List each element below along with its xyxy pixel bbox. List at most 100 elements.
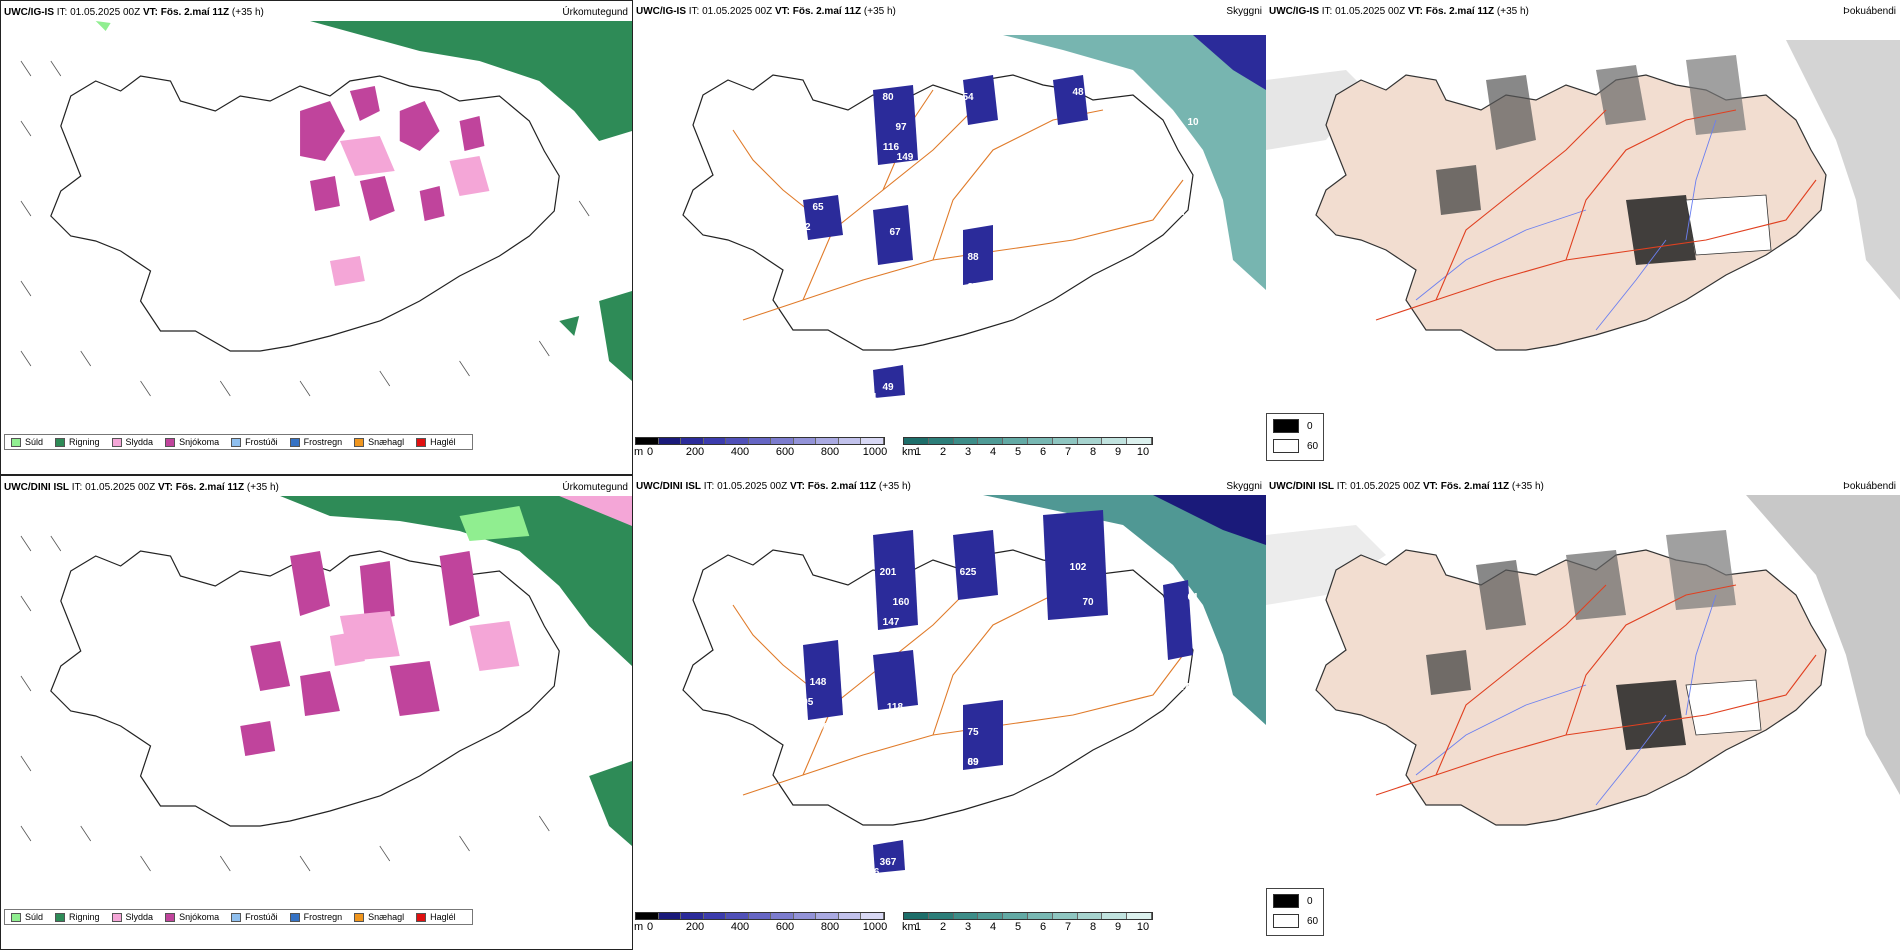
cloud-base-label: 97 bbox=[1175, 207, 1187, 218]
precip-patches bbox=[300, 86, 485, 221]
legend-item: Súld bbox=[11, 912, 43, 922]
visibility-colorbar-ticks: km 1 2 3 4 5 6 7 8 9 10 bbox=[902, 446, 1153, 460]
legend-label: Snæhagl bbox=[368, 437, 405, 447]
colorbar-tick: 6 bbox=[1039, 446, 1047, 458]
panel-header: UWC/IG-IS IT: 01.05.2025 00Z VT: Fös. 2.… bbox=[636, 6, 896, 17]
legend-item: Snæhagl bbox=[354, 437, 404, 447]
cloud-base-label: 48 bbox=[1072, 87, 1084, 98]
colorbar-box bbox=[748, 913, 772, 919]
legend-swatch bbox=[416, 912, 427, 922]
model-name: UWC/IG-IS bbox=[4, 7, 54, 18]
valid-time: Fös. 2.maí 11Z bbox=[1425, 6, 1495, 17]
road-network bbox=[1375, 584, 1817, 796]
colorbar-box bbox=[793, 913, 817, 919]
fog-panel-title: Þokuábendi bbox=[1843, 6, 1896, 17]
cloud-base-colorbar-ticks: m 0 200 400 600 800 1000 bbox=[634, 921, 888, 935]
fog-legend-label: 60 bbox=[1307, 915, 1319, 927]
colorbar-unit: m bbox=[634, 446, 644, 458]
colorbar-box bbox=[1052, 438, 1078, 444]
iceland-outline bbox=[50, 550, 560, 827]
colorbar-tick: 600 bbox=[775, 446, 795, 458]
valid-label: VT: bbox=[157, 482, 173, 493]
cloud-base-label: 201 bbox=[880, 567, 897, 578]
colorbar-box bbox=[953, 913, 979, 919]
colorbar-box bbox=[904, 438, 929, 444]
cloud-base-label: 148 bbox=[810, 677, 827, 688]
colorbar-box bbox=[904, 913, 929, 919]
colorbar-tick: 3 bbox=[964, 446, 972, 458]
cloud-base-label: 61 bbox=[1187, 592, 1199, 603]
init-label: IT: bbox=[1321, 6, 1333, 17]
colorbar-box bbox=[771, 913, 794, 919]
model-name: UWC/IG-IS bbox=[636, 6, 686, 17]
panel-header: UWC/DINI ISL IT: 01.05.2025 00Z VT: Fös.… bbox=[636, 481, 911, 492]
colorbar-tick: 1000 bbox=[862, 921, 888, 933]
init-time: 01.05.2025 00Z bbox=[1335, 6, 1406, 17]
legend-swatch bbox=[354, 912, 365, 922]
cloud-base-label: 72 bbox=[957, 787, 969, 798]
lead-time: (+35 h) bbox=[246, 482, 279, 493]
colorbar-box bbox=[1127, 438, 1152, 444]
row-uwc-ig-is: UWC/IG-IS IT: 01.05.2025 00Z VT: Fös. 2.… bbox=[0, 0, 1900, 475]
colorbar-tick: 9 bbox=[1114, 446, 1122, 458]
colorbar-box bbox=[1027, 913, 1053, 919]
colorbar-box bbox=[928, 438, 954, 444]
fog-legend-label: 0 bbox=[1307, 420, 1313, 432]
fog-patches bbox=[1436, 55, 1772, 265]
precip-patches bbox=[240, 551, 480, 756]
visibility-panel-title: Skyggni bbox=[1226, 6, 1262, 17]
precip-panel-title: Úrkomutegund bbox=[562, 7, 628, 18]
init-label: IT: bbox=[703, 481, 715, 492]
colorbar-box bbox=[1003, 913, 1028, 919]
fog-legend-label: 0 bbox=[1307, 895, 1313, 907]
legend-swatch bbox=[416, 437, 427, 447]
legend-label: Rigning bbox=[69, 437, 100, 447]
cloud-base-label: 26 bbox=[1047, 152, 1059, 163]
fog-index-legend: 0 60 bbox=[1266, 888, 1324, 936]
cloud-base-label: 367 bbox=[880, 857, 897, 868]
colorbar-tick: 7 bbox=[1064, 446, 1072, 458]
row-uwc-dini-isl: UWC/DINI ISL IT: 01.05.2025 00Z VT: Fös.… bbox=[0, 475, 1900, 950]
colorbar-box bbox=[1027, 438, 1053, 444]
rivers bbox=[1415, 119, 1717, 331]
cloud-base-label: 70 bbox=[1082, 597, 1094, 608]
legend-item: Snjókoma bbox=[165, 912, 219, 922]
fog-patches bbox=[1426, 530, 1762, 750]
colorbar-tick: 800 bbox=[820, 921, 840, 933]
cloud-base-label: 97 bbox=[895, 122, 907, 133]
valid-time: Fös. 2.maí 11Z bbox=[1440, 481, 1510, 492]
lead-time: (+35 h) bbox=[863, 6, 896, 17]
colorbar-tick: 200 bbox=[685, 446, 705, 458]
precip-type-legend: Súld Rigning Slydda Snjókoma Frostúði Frostre… bbox=[4, 909, 473, 925]
init-time: 01.05.2025 00Z bbox=[702, 6, 773, 17]
fog-index-legend: 0 60 bbox=[1266, 413, 1324, 461]
fog-index-panel: UWC/DINI ISL IT: 01.05.2025 00Z VT: Fös.… bbox=[1266, 475, 1900, 950]
cloud-base-label: 105 bbox=[797, 697, 814, 708]
valid-label: VT: bbox=[1407, 6, 1423, 17]
valid-label: VT: bbox=[789, 481, 805, 492]
legend-item: Súld bbox=[11, 437, 43, 447]
legend-item: Haglél bbox=[416, 912, 456, 922]
legend-item: Slydda bbox=[111, 437, 153, 447]
valid-time: Fös. 2.maí 11Z bbox=[160, 7, 230, 18]
legend-item: Haglél bbox=[416, 437, 456, 447]
visibility-colorbar-boxes bbox=[903, 912, 1153, 920]
cloud-base-label: 227 bbox=[1173, 682, 1190, 693]
legend-swatch bbox=[111, 437, 122, 447]
legend-item: Slydda bbox=[111, 912, 153, 922]
rivers bbox=[1415, 594, 1717, 806]
cloud-base-label: 74 bbox=[865, 392, 877, 403]
cloud-base-colorbar-boxes bbox=[635, 912, 885, 920]
visibility-colorbar-ticks: km 1 2 3 4 5 6 7 8 9 10 bbox=[902, 921, 1153, 935]
visibility-panel: UWC/IG-IS IT: 01.05.2025 00Z VT: Fös. 2.… bbox=[633, 0, 1266, 475]
colorbar-unit: m bbox=[634, 921, 644, 933]
legend-item: Frostúði bbox=[231, 437, 278, 447]
legend-label: Frostregn bbox=[303, 912, 343, 922]
cloud-base-label: 87 bbox=[967, 282, 979, 293]
legend-label: Súld bbox=[25, 912, 44, 922]
cloud-base-label: 49 bbox=[882, 382, 894, 393]
cloud-base-label: 160 bbox=[893, 597, 910, 608]
legend-item: Rigning bbox=[55, 437, 100, 447]
sleet-patches bbox=[329, 136, 490, 286]
